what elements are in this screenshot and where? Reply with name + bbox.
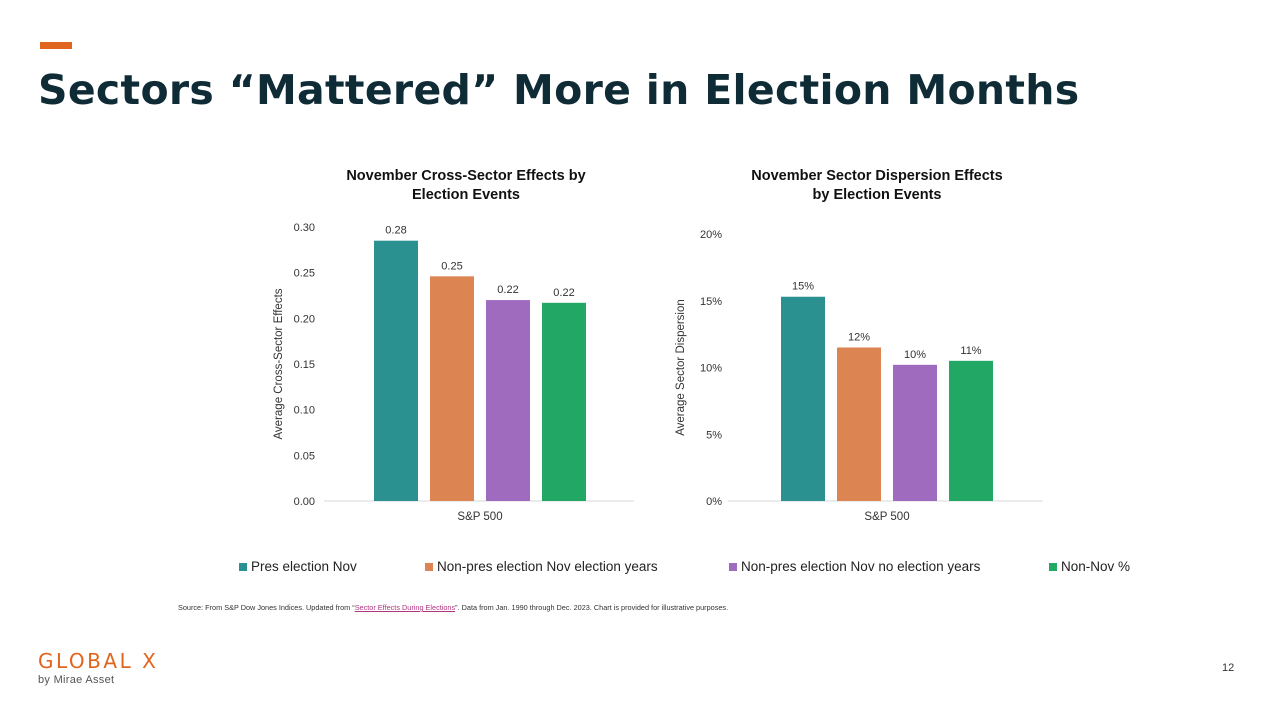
y-tick-label: 0.20 [294, 313, 315, 325]
cross-sector-effects-chart: 0.00 0.05 0.10 0.15 0.20 0.25 0.30 Average Cros… [273, 222, 634, 523]
y-tick-label: 5% [706, 429, 722, 441]
legend-label: Non-pres election Nov no election years [741, 559, 981, 574]
legend-swatch [1049, 562, 1057, 571]
bar [837, 347, 881, 501]
chart-title-line: Election Events [412, 187, 520, 203]
bar-data-label: 11% [960, 345, 981, 357]
bar [949, 360, 993, 501]
chart-title-cross-sector: November Cross-Sector Effects by Electio… [316, 167, 616, 205]
legend-swatch [729, 562, 737, 571]
sector-dispersion-chart: 0% 5% 10% 15% 20% Average Sector Dispersion 15… [675, 229, 1043, 523]
bar [542, 302, 586, 501]
source-prefix: Source: From S&P Dow Jones Indices. Upda… [178, 603, 355, 612]
y-tick-label: 0.00 [294, 496, 315, 508]
bar [893, 364, 937, 501]
legend-item: Non-Nov % [1049, 559, 1130, 574]
legend-swatch [239, 562, 247, 571]
brand-name: GLOBAL X [38, 649, 159, 673]
y-tick-label: 0% [706, 496, 722, 508]
bar-data-label: 15% [792, 281, 814, 293]
y-tick-label: 0.05 [294, 450, 315, 462]
bar-data-label: 12% [848, 331, 870, 343]
chart-title-dispersion: November Sector Dispersion Effects by El… [722, 167, 1032, 205]
legend-item: Non-pres election Nov election years [425, 559, 658, 574]
legend-label: Non-pres election Nov election years [437, 559, 658, 574]
x-category-label: S&P 500 [457, 511, 502, 523]
y-tick-label: 0.30 [294, 222, 315, 234]
bar [430, 276, 474, 501]
accent-bar [40, 42, 72, 49]
legend-item: Pres election Nov [239, 559, 357, 574]
bar-data-label: 0.22 [497, 284, 518, 296]
source-link[interactable]: Sector Effects During Elections [354, 603, 456, 612]
legend-swatch [425, 562, 433, 571]
y-axis-label: Average Cross-Sector Effects [273, 288, 285, 439]
brand-tagline: by Mirae Asset [38, 674, 115, 686]
y-tick-label: 0.15 [294, 359, 315, 371]
y-tick-label: 0.10 [294, 405, 315, 417]
chart-title-line: November Sector Dispersion Effects [751, 168, 1003, 184]
source-note: Source: From S&P Dow Jones Indices. Upda… [178, 603, 728, 612]
bar [486, 300, 530, 501]
source-suffix: ”. Data from Jan. 1990 through Dec. 2023… [455, 603, 729, 612]
bar-data-label: 10% [904, 349, 926, 361]
bar-data-label: 0.22 [553, 287, 574, 299]
brand-logo: GLOBAL X by Mirae Asset [38, 650, 158, 686]
y-tick-label: 20% [700, 229, 722, 241]
page-title: Sectors “Mattered” More in Election Mont… [38, 66, 1080, 114]
y-tick-label: 10% [700, 363, 722, 375]
bar-data-label: 0.25 [441, 260, 462, 272]
chart-title-line: November Cross-Sector Effects by [346, 168, 586, 184]
chart-title-line: by Election Events [812, 187, 942, 203]
legend-label: Pres election Nov [251, 559, 357, 574]
legend-label: Non-Nov % [1061, 559, 1131, 574]
bar [781, 296, 825, 501]
x-category-label: S&P 500 [864, 511, 909, 523]
y-axis-label: Average Sector Dispersion [675, 299, 687, 436]
bar [374, 240, 418, 501]
y-tick-label: 15% [700, 296, 722, 308]
bar-data-label: 0.28 [385, 225, 406, 237]
page-number: 12 [1222, 662, 1235, 674]
chart-legend: Pres election Nov Non-pres election Nov … [0, 559, 1280, 579]
legend-item: Non-pres election Nov no election years [729, 559, 980, 574]
y-tick-label: 0.25 [294, 268, 315, 280]
